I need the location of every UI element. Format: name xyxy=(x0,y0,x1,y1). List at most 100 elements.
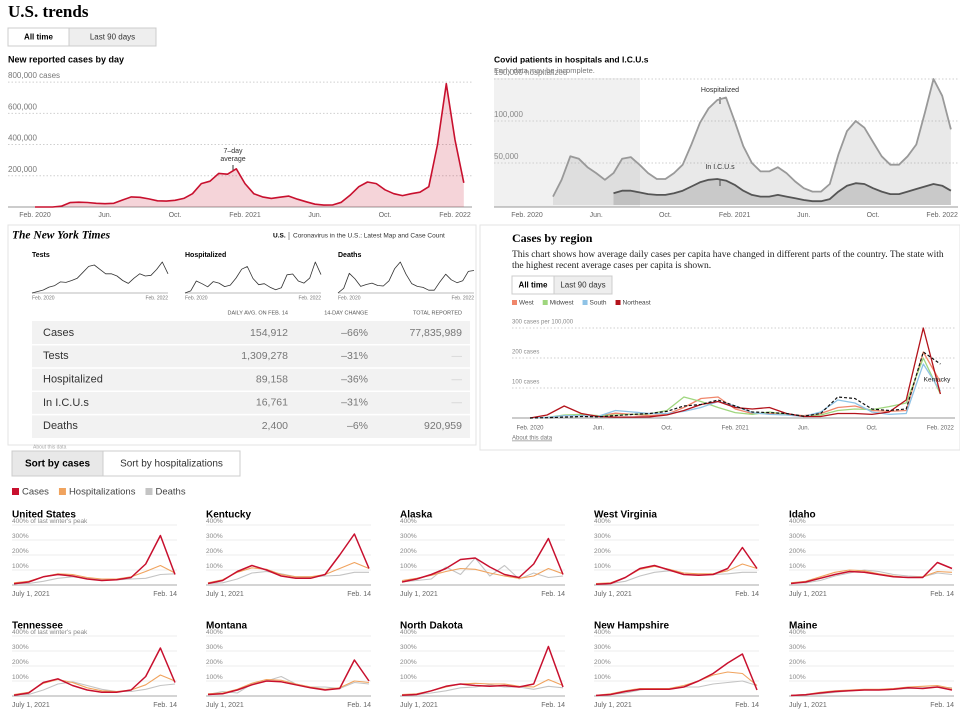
spark-title: Hospitalized xyxy=(185,252,226,259)
chart-subtitle: Early data may be incomplete. xyxy=(494,66,595,75)
x-tick-label: Oct. xyxy=(169,212,182,219)
description: This chart shows how average daily cases… xyxy=(512,250,944,271)
x-tick-label: Feb. 2020 xyxy=(516,426,544,432)
y-tick-label: 100% xyxy=(206,563,223,570)
data-line xyxy=(207,533,370,585)
section: U.S. xyxy=(273,233,286,240)
sort-label[interactable]: Sort by cases xyxy=(25,459,90,470)
y-tick-label: 100% xyxy=(594,674,611,681)
cell: 77,835,989 xyxy=(409,327,462,339)
y-tick-label: 300% xyxy=(12,644,29,651)
cell: –66% xyxy=(341,327,368,339)
state-name: New Hampshire xyxy=(594,621,669,632)
y-tick-label: 400% xyxy=(206,629,223,636)
x-tick-label: Oct. xyxy=(379,212,392,219)
state-name: West Virginia xyxy=(594,510,657,521)
annotation: Kentucky xyxy=(924,377,951,384)
legend-label: Cases xyxy=(22,487,49,498)
legend-swatch xyxy=(12,488,19,495)
y-tick-label: 100% xyxy=(12,563,29,570)
x-tick-label: Jun. xyxy=(797,212,810,219)
legend-label: Northeast xyxy=(623,300,651,307)
legend-label: Midwest xyxy=(550,300,574,307)
state-name: Idaho xyxy=(789,510,816,521)
cell: –31% xyxy=(341,397,368,409)
x-tick-label: Feb. 14 xyxy=(347,702,371,709)
y-tick-label: 100% xyxy=(400,674,417,681)
row-label: Deaths xyxy=(43,420,78,432)
y-tick-label: 200% xyxy=(594,659,611,666)
table-bg xyxy=(32,321,470,438)
data-line xyxy=(207,675,370,696)
data-line xyxy=(207,659,370,696)
spark-x-label: Feb. 2022 xyxy=(298,295,321,301)
x-tick-label: Feb. 14 xyxy=(735,591,759,598)
x-tick-label: Jun. xyxy=(798,426,810,432)
y-tick-label: 400% xyxy=(400,518,417,525)
tab-label[interactable]: All time xyxy=(519,281,548,290)
state-name: Kentucky xyxy=(206,510,251,521)
data-line xyxy=(613,178,952,203)
y-tick-label: 200% xyxy=(206,659,223,666)
headline: Coronavirus in the U.S.: Latest Map and … xyxy=(293,233,445,240)
x-tick-label: July 1, 2021 xyxy=(12,591,50,598)
y-tick-label: 300% xyxy=(12,533,29,540)
note: About this data xyxy=(512,436,553,442)
x-tick-label: Feb. 14 xyxy=(930,702,954,709)
x-tick-label: Jun. xyxy=(98,212,111,219)
y-tick-label: 100% xyxy=(400,563,417,570)
tab[interactable] xyxy=(68,27,157,47)
page-title: U.S. trends xyxy=(8,2,89,21)
chart-title: New reported cases by day xyxy=(8,54,124,64)
x-tick-label: Feb. 2021 xyxy=(722,426,750,432)
early-data-shade xyxy=(494,78,640,207)
annotation: Hospitalized xyxy=(700,87,740,94)
y-tick-label: 300% xyxy=(594,533,611,540)
cell: — xyxy=(452,373,463,385)
y-tick-label: 400% of last winter's peak xyxy=(12,629,88,636)
tab-label[interactable]: Last 90 days xyxy=(90,33,135,42)
tab-label[interactable]: All time xyxy=(24,33,53,42)
y-tick-label: 150,000 hospitalized xyxy=(494,68,567,77)
x-tick-label: Oct. xyxy=(867,212,880,219)
x-tick-label: Feb. 14 xyxy=(930,591,954,598)
note: About this data xyxy=(33,444,67,450)
x-tick-label: July 1, 2021 xyxy=(789,591,827,598)
y-tick-label: 400% xyxy=(789,518,806,525)
data-line xyxy=(13,534,176,585)
tab[interactable] xyxy=(553,275,613,295)
data-line xyxy=(13,647,176,697)
y-tick-label: 200,000 xyxy=(8,165,37,174)
y-tick-label: 300% xyxy=(789,533,806,540)
sort-label[interactable]: Sort by hospitalizations xyxy=(120,459,223,470)
y-tick-label: 300% xyxy=(789,644,806,651)
legend-swatch xyxy=(542,300,548,305)
column-header: TOTAL REPORTED xyxy=(413,310,462,316)
sort-button[interactable] xyxy=(102,450,241,477)
sort-button-active[interactable] xyxy=(11,450,104,477)
data-line xyxy=(595,653,758,697)
spark-x-label: Feb. 2022 xyxy=(451,295,474,301)
data-line xyxy=(337,261,475,294)
x-tick-label: Jun. xyxy=(590,212,603,219)
data-line xyxy=(14,681,176,696)
legend-label: South xyxy=(590,300,607,307)
data-line xyxy=(401,645,564,697)
y-tick-label: 400% xyxy=(789,629,806,636)
x-tick-label: July 1, 2021 xyxy=(400,591,438,598)
state-name: United States xyxy=(12,510,76,521)
tab-label[interactable]: Last 90 days xyxy=(560,281,605,290)
x-tick-label: Feb. 14 xyxy=(541,702,565,709)
spark-x-label: Feb. 2020 xyxy=(32,295,55,301)
x-tick-label: July 1, 2021 xyxy=(789,702,827,709)
y-tick-label: 200% xyxy=(206,548,223,555)
cell: –31% xyxy=(341,350,368,362)
x-tick-label: Feb. 2021 xyxy=(719,212,751,219)
data-line xyxy=(207,561,370,584)
data-line xyxy=(184,261,322,294)
row-label: Cases xyxy=(43,327,75,339)
y-tick-label: 200% xyxy=(789,548,806,555)
y-tick-label: 200% xyxy=(12,659,29,666)
